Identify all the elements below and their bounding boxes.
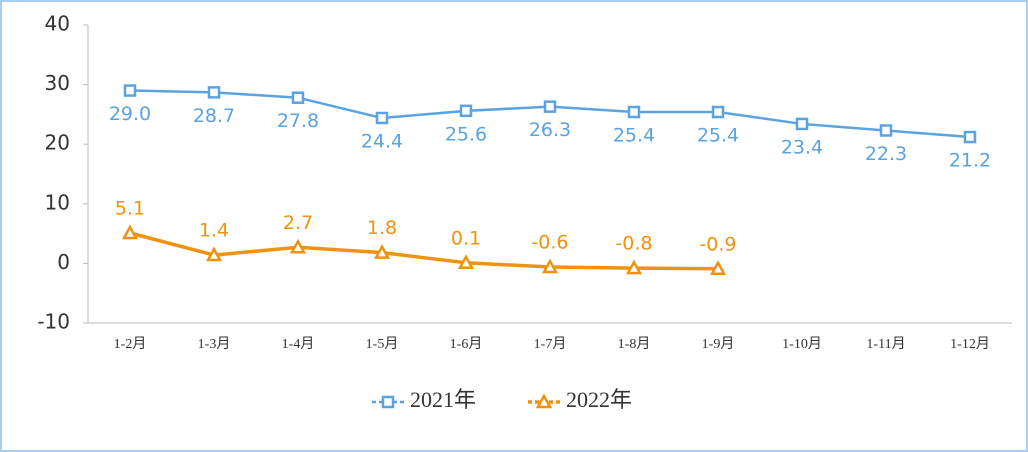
x-tick-label: 1-5月 xyxy=(366,336,399,352)
data-point xyxy=(289,238,307,254)
data-point xyxy=(625,259,643,275)
data-label: 5.1 xyxy=(115,198,145,220)
x-tick-label: 1-2月 xyxy=(114,336,147,352)
data-label: 1.4 xyxy=(199,220,229,242)
data-point xyxy=(627,105,641,119)
data-point xyxy=(459,104,473,118)
data-label: -0.8 xyxy=(615,233,652,255)
data-point xyxy=(123,84,137,97)
data-point xyxy=(205,246,223,262)
data-label: 2.7 xyxy=(283,212,313,234)
data-label: 26.3 xyxy=(529,119,571,141)
data-label: 25.4 xyxy=(613,125,655,147)
data-label: 0.1 xyxy=(451,227,481,249)
x-tick-label: 1-8月 xyxy=(618,336,651,352)
x-tick-label: 1-10月 xyxy=(782,336,822,352)
data-label: -0.6 xyxy=(531,231,568,253)
x-tick-label: 1-9月 xyxy=(702,336,735,352)
data-point xyxy=(879,124,893,137)
data-point xyxy=(291,91,305,104)
data-point xyxy=(795,117,809,131)
y-tick-label: 20 xyxy=(45,131,70,155)
legend-label: 2022年 xyxy=(566,387,632,412)
x-tick-label: 1-6月 xyxy=(450,336,483,352)
data-point xyxy=(541,258,559,274)
data-point xyxy=(711,105,725,119)
x-tick-label: 1-4月 xyxy=(282,336,315,352)
data-label: 1.8 xyxy=(367,217,397,239)
data-point xyxy=(543,100,557,113)
data-label: 25.4 xyxy=(697,125,739,147)
y-tick-label: 40 xyxy=(45,12,70,36)
data-point xyxy=(709,260,727,276)
x-tick-label: 1-12月 xyxy=(950,336,990,352)
data-label: 21.2 xyxy=(949,150,991,172)
data-point xyxy=(373,244,391,259)
x-tick-label: 1-3月 xyxy=(198,336,231,352)
data-point xyxy=(963,130,977,144)
y-tick-label: 10 xyxy=(45,190,70,214)
x-tick-label: 1-7月 xyxy=(534,336,567,352)
data-label: 28.7 xyxy=(193,105,235,127)
data-label: 22.3 xyxy=(865,143,907,165)
data-point xyxy=(375,111,389,125)
y-tick-label: 30 xyxy=(45,71,70,95)
legend-marker xyxy=(381,395,395,409)
y-tick-label: 0 xyxy=(57,250,70,274)
y-tick-label: -10 xyxy=(37,310,70,334)
data-point xyxy=(121,224,139,240)
data-label: -0.9 xyxy=(699,233,736,255)
series-line xyxy=(129,231,719,271)
x-tick-label: 1-11月 xyxy=(866,336,905,352)
data-label: 24.4 xyxy=(361,130,403,152)
data-label: 25.6 xyxy=(445,123,487,145)
legend-label: 2021年 xyxy=(410,387,476,412)
data-point xyxy=(207,86,221,99)
data-label: 23.4 xyxy=(781,136,823,158)
data-point xyxy=(457,254,475,270)
legend-marker xyxy=(535,393,553,409)
data-label: 27.8 xyxy=(277,110,319,132)
data-label: 29.0 xyxy=(109,103,151,125)
